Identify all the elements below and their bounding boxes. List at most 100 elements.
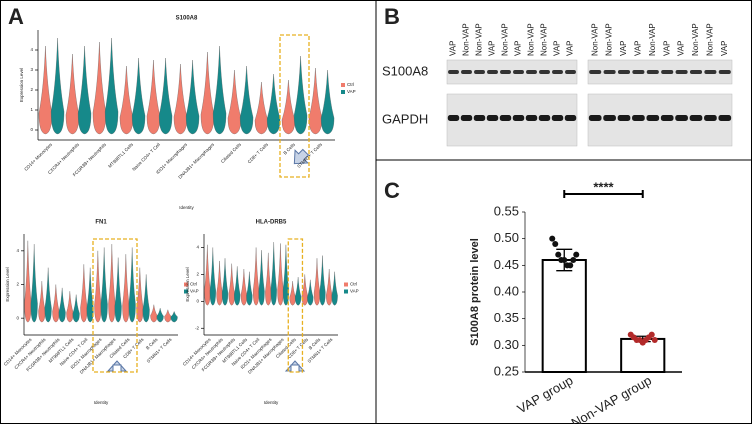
x-tick-label: MT998TL1 Cells <box>107 141 134 168</box>
y-tick-label: 0 <box>30 127 33 132</box>
blot-row-label: S100A8 <box>382 63 428 78</box>
y-tick-label: 0.50 <box>494 230 519 245</box>
y-axis-label: Expression Level <box>19 68 24 102</box>
violin <box>128 247 136 323</box>
band <box>603 70 616 74</box>
lane-label: Non-VAP <box>540 23 549 56</box>
violin <box>86 267 94 323</box>
violin <box>94 250 102 323</box>
band <box>617 115 631 121</box>
data-point <box>648 331 655 338</box>
violin <box>146 59 161 135</box>
band <box>565 70 576 74</box>
lane-label: VAP <box>662 41 671 56</box>
band <box>526 70 537 74</box>
violin <box>212 45 227 135</box>
violin <box>100 247 108 323</box>
violin <box>164 309 172 323</box>
band <box>500 70 511 74</box>
violin <box>289 281 296 306</box>
legend-swatch <box>184 282 188 287</box>
violin <box>38 45 53 135</box>
violin <box>52 284 60 323</box>
legend-label: VAP <box>190 289 199 294</box>
band <box>513 70 524 74</box>
legend-swatch <box>344 282 348 287</box>
y-tick-label: 0.40 <box>494 283 519 298</box>
violin <box>319 255 326 306</box>
band <box>646 115 660 121</box>
band <box>487 70 498 74</box>
data-point <box>549 235 556 242</box>
y-tick-label: 0.30 <box>494 337 519 352</box>
y-axis-label: S100A8 protein level <box>469 238 481 346</box>
band <box>689 70 703 74</box>
band <box>447 115 460 121</box>
band <box>552 70 563 74</box>
lane-label: VAP <box>488 41 497 56</box>
x-axis-label: Identity <box>94 400 109 405</box>
x-axis-label: Identity <box>264 400 279 405</box>
legend-label: VAP <box>347 89 356 94</box>
data-point <box>552 241 559 247</box>
violin <box>258 250 265 306</box>
x-tick-label: STMN1+ T Cells <box>146 336 173 363</box>
data-point <box>567 262 574 269</box>
lane-label: Non-VAP <box>605 23 614 56</box>
lane-label: Non-VAP <box>501 23 510 56</box>
y-tick-label: 0.35 <box>494 310 519 325</box>
x-tick-label: Ciliated Cells <box>220 141 243 164</box>
panel-label: A <box>8 4 24 29</box>
violin <box>80 264 88 323</box>
band <box>588 115 602 121</box>
lane-label: VAP <box>677 41 686 56</box>
violin <box>281 79 296 135</box>
band <box>632 70 645 74</box>
highlight-box <box>287 238 304 373</box>
violin <box>331 271 338 306</box>
violin <box>158 57 173 135</box>
lane-label: Non-VAP <box>648 23 657 56</box>
violin <box>221 258 229 306</box>
y-tick-label: 2 <box>196 272 199 277</box>
legend-label: Ctrl <box>347 82 354 87</box>
violin <box>122 254 130 323</box>
violin <box>72 294 80 323</box>
chart-title: HLA-DRB5 <box>256 220 287 226</box>
arrow <box>106 360 128 372</box>
band <box>675 70 688 74</box>
violin <box>173 63 188 135</box>
highlight-box <box>279 34 310 178</box>
chart-title: S100A8 <box>176 16 198 22</box>
violin <box>216 260 223 306</box>
band <box>718 115 732 121</box>
y-axis-label: Expression Level <box>185 267 190 301</box>
violin <box>265 252 272 306</box>
band <box>461 70 472 74</box>
violin <box>77 45 92 135</box>
band <box>538 115 551 121</box>
band <box>551 115 564 121</box>
y-tick-label: 0.25 <box>494 363 519 378</box>
band <box>564 115 577 121</box>
y-tick-label: 4 <box>196 245 199 250</box>
band <box>460 115 473 121</box>
lane-label: VAP <box>449 41 458 56</box>
violin <box>58 287 66 323</box>
violin <box>92 41 107 135</box>
band <box>718 70 731 74</box>
data-point <box>555 251 562 258</box>
legend-swatch <box>184 289 188 294</box>
legend-swatch <box>341 83 345 87</box>
violin <box>50 37 65 135</box>
panel-label: C <box>384 178 400 203</box>
violin <box>170 311 178 323</box>
lane-label: VAP <box>634 41 643 56</box>
violin <box>254 81 269 135</box>
violin <box>301 274 308 306</box>
y-tick-label: 4 <box>30 47 33 52</box>
violin <box>270 242 277 306</box>
band <box>499 115 512 121</box>
significance-label: **** <box>593 179 614 194</box>
